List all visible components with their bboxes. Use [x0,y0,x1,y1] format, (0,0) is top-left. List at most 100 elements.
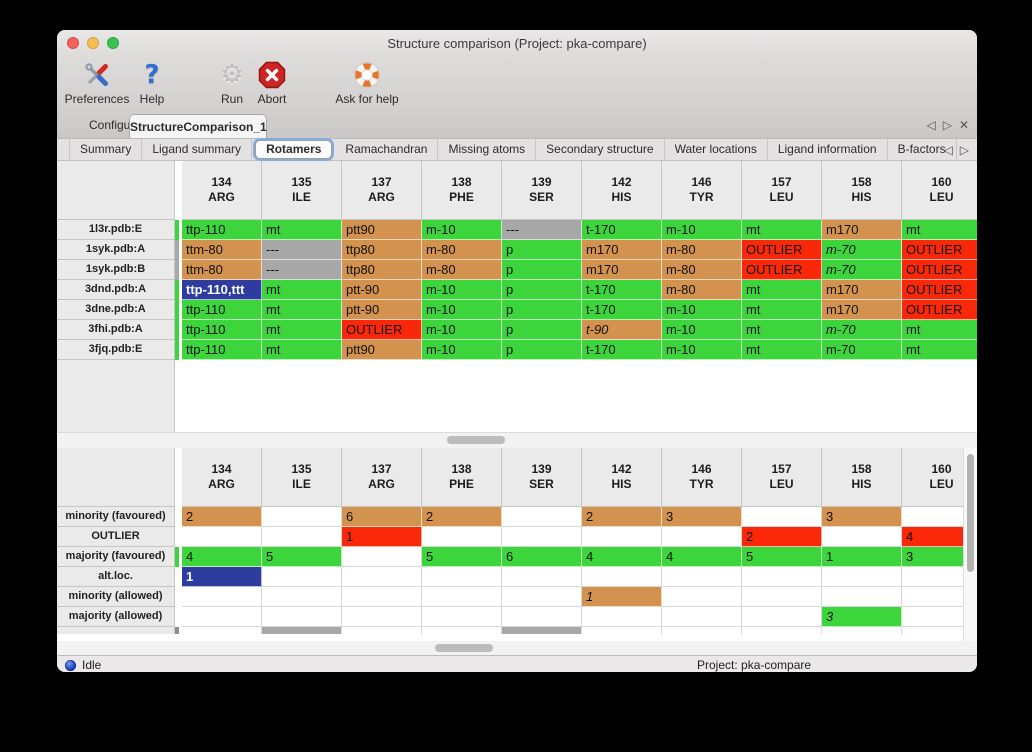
column-header[interactable]: 137ARG [342,448,422,507]
rotamer-cell[interactable] [582,607,662,627]
rotamer-cell[interactable]: ttp-110 [182,300,262,320]
rotamer-cell[interactable]: m-80 [662,260,742,280]
rotamer-cell[interactable]: 5 [262,547,342,567]
rotamer-cell[interactable] [742,587,822,607]
rotamer-cell[interactable]: m-10 [422,340,502,360]
rotamer-cell[interactable] [502,507,582,527]
splitter-handle[interactable] [435,644,493,652]
subtab-water-locations[interactable]: Water locations [665,139,768,160]
rotamer-cell[interactable]: t-170 [582,280,662,300]
row-label[interactable]: 3dne.pdb:A [57,300,175,320]
rotamer-cell[interactable]: OUTLIER [902,300,977,320]
rotamer-cell[interactable]: 4 [182,547,262,567]
rotamer-cell[interactable]: p [502,260,582,280]
rotamer-cell[interactable]: p [502,240,582,260]
rotamer-cell[interactable]: p [502,340,582,360]
rotamer-cell[interactable]: m-10 [422,300,502,320]
column-header[interactable]: 137ARG [342,161,422,220]
column-header[interactable]: 135ILE [262,161,342,220]
rotamer-cell[interactable] [422,527,502,547]
rotamer-cell[interactable] [822,527,902,547]
rotamer-cell[interactable]: m-80 [662,240,742,260]
rotamer-cell[interactable] [262,587,342,607]
rotamer-cell[interactable] [582,627,662,634]
rotamer-cell[interactable]: mt [902,220,977,240]
column-header[interactable]: 142HIS [582,448,662,507]
rotamer-cell[interactable] [422,567,502,587]
rotamer-cell[interactable]: mt [262,220,342,240]
rotamer-cell[interactable] [742,507,822,527]
rotamer-cell[interactable]: t-170 [582,220,662,240]
rotamer-cell[interactable] [822,627,902,634]
rotamer-cell[interactable] [662,567,742,587]
rotamer-cell[interactable]: --- [502,220,582,240]
row-label[interactable]: 3fhi.pdb:A [57,320,175,340]
rotamer-cell[interactable]: m170 [822,220,902,240]
column-header[interactable]: 157LEU [742,161,822,220]
rotamer-cell[interactable]: p [502,280,582,300]
rotamer-cell[interactable]: mt [262,320,342,340]
rotamer-cell[interactable]: 5 [742,547,822,567]
rotamer-cell[interactable]: ttm-80 [182,260,262,280]
rotamer-cell[interactable]: mt [262,300,342,320]
ask-for-help-button[interactable]: Ask for help [325,58,409,110]
subtab-summary[interactable]: Summary [69,139,142,160]
column-header[interactable]: 139SER [502,161,582,220]
rotamer-cell[interactable]: mt [902,320,977,340]
rotamer-cell[interactable]: m-10 [662,220,742,240]
rotamer-cell[interactable] [502,627,582,634]
rotamer-cell[interactable] [342,607,422,627]
rotamer-cell[interactable]: ptt90 [342,220,422,240]
rotamer-cell[interactable] [822,567,902,587]
rotamer-cell[interactable] [662,527,742,547]
rotamer-cell[interactable]: 3 [822,507,902,527]
rotamer-cell[interactable]: mt [742,300,822,320]
rotamer-cell[interactable]: OUTLIER [902,260,977,280]
rotamer-cell[interactable]: OUTLIER [342,320,422,340]
tab-nav-right-icon[interactable]: ▷ [943,118,952,132]
rotamer-cell[interactable]: ttp-110 [182,320,262,340]
rotamer-cell[interactable]: mt [262,280,342,300]
rotamer-cell[interactable]: ttp-110 [182,340,262,360]
rotamer-cell[interactable]: m-70 [822,260,902,280]
subtab-rotamers[interactable]: Rotamers [256,141,331,158]
column-header[interactable]: 134ARG [182,161,262,220]
rotamer-cell[interactable] [182,627,262,634]
rotamer-cell[interactable]: 1 [342,527,422,547]
rotamer-cell[interactable]: --- [262,260,342,280]
rotamer-cell[interactable]: 1 [822,547,902,567]
row-label[interactable]: 3dnd.pdb:A [57,280,175,300]
subtab-ligand-summary[interactable]: Ligand summary [142,139,252,160]
column-header[interactable]: 146TYR [662,448,742,507]
column-header[interactable]: 160LEU [902,161,977,220]
rotamer-cell[interactable]: m-10 [422,280,502,300]
rotamer-cell[interactable]: mt [742,220,822,240]
rotamer-cell[interactable] [262,527,342,547]
rotamer-cell[interactable]: 2 [582,507,662,527]
rotamer-cell[interactable]: mt [262,340,342,360]
splitter-handle[interactable] [447,436,505,444]
rotamer-cell[interactable] [182,527,262,547]
rotamer-cell[interactable]: m-80 [422,240,502,260]
rotamer-cell[interactable] [582,527,662,547]
tab-nav-left-icon[interactable]: ◁ [926,118,935,132]
rotamer-cell[interactable]: m170 [822,280,902,300]
row-label[interactable]: 3fjq.pdb:E [57,340,175,360]
rotamer-cell[interactable]: ptt-90 [342,280,422,300]
rotamer-cell[interactable]: m170 [582,260,662,280]
row-label[interactable]: 1l3r.pdb:E [57,220,175,240]
rotamer-cell[interactable]: t-170 [582,300,662,320]
rotamer-cell[interactable] [342,627,422,634]
rotamer-cell[interactable]: mt [742,340,822,360]
subtab-secondary-structure[interactable]: Secondary structure [536,139,664,160]
rotamer-cell[interactable] [262,507,342,527]
rotamer-cell[interactable]: 2 [422,507,502,527]
rotamer-cell[interactable]: ttp80 [342,260,422,280]
tab-close-icon[interactable]: ✕ [959,118,969,132]
rotamer-cell[interactable]: m170 [582,240,662,260]
rotamer-cell[interactable] [662,587,742,607]
rotamer-cell[interactable] [262,567,342,587]
rotamer-cell[interactable]: 6 [342,507,422,527]
row-label[interactable]: minority (favoured) [57,507,175,527]
rotamer-cell[interactable] [342,567,422,587]
